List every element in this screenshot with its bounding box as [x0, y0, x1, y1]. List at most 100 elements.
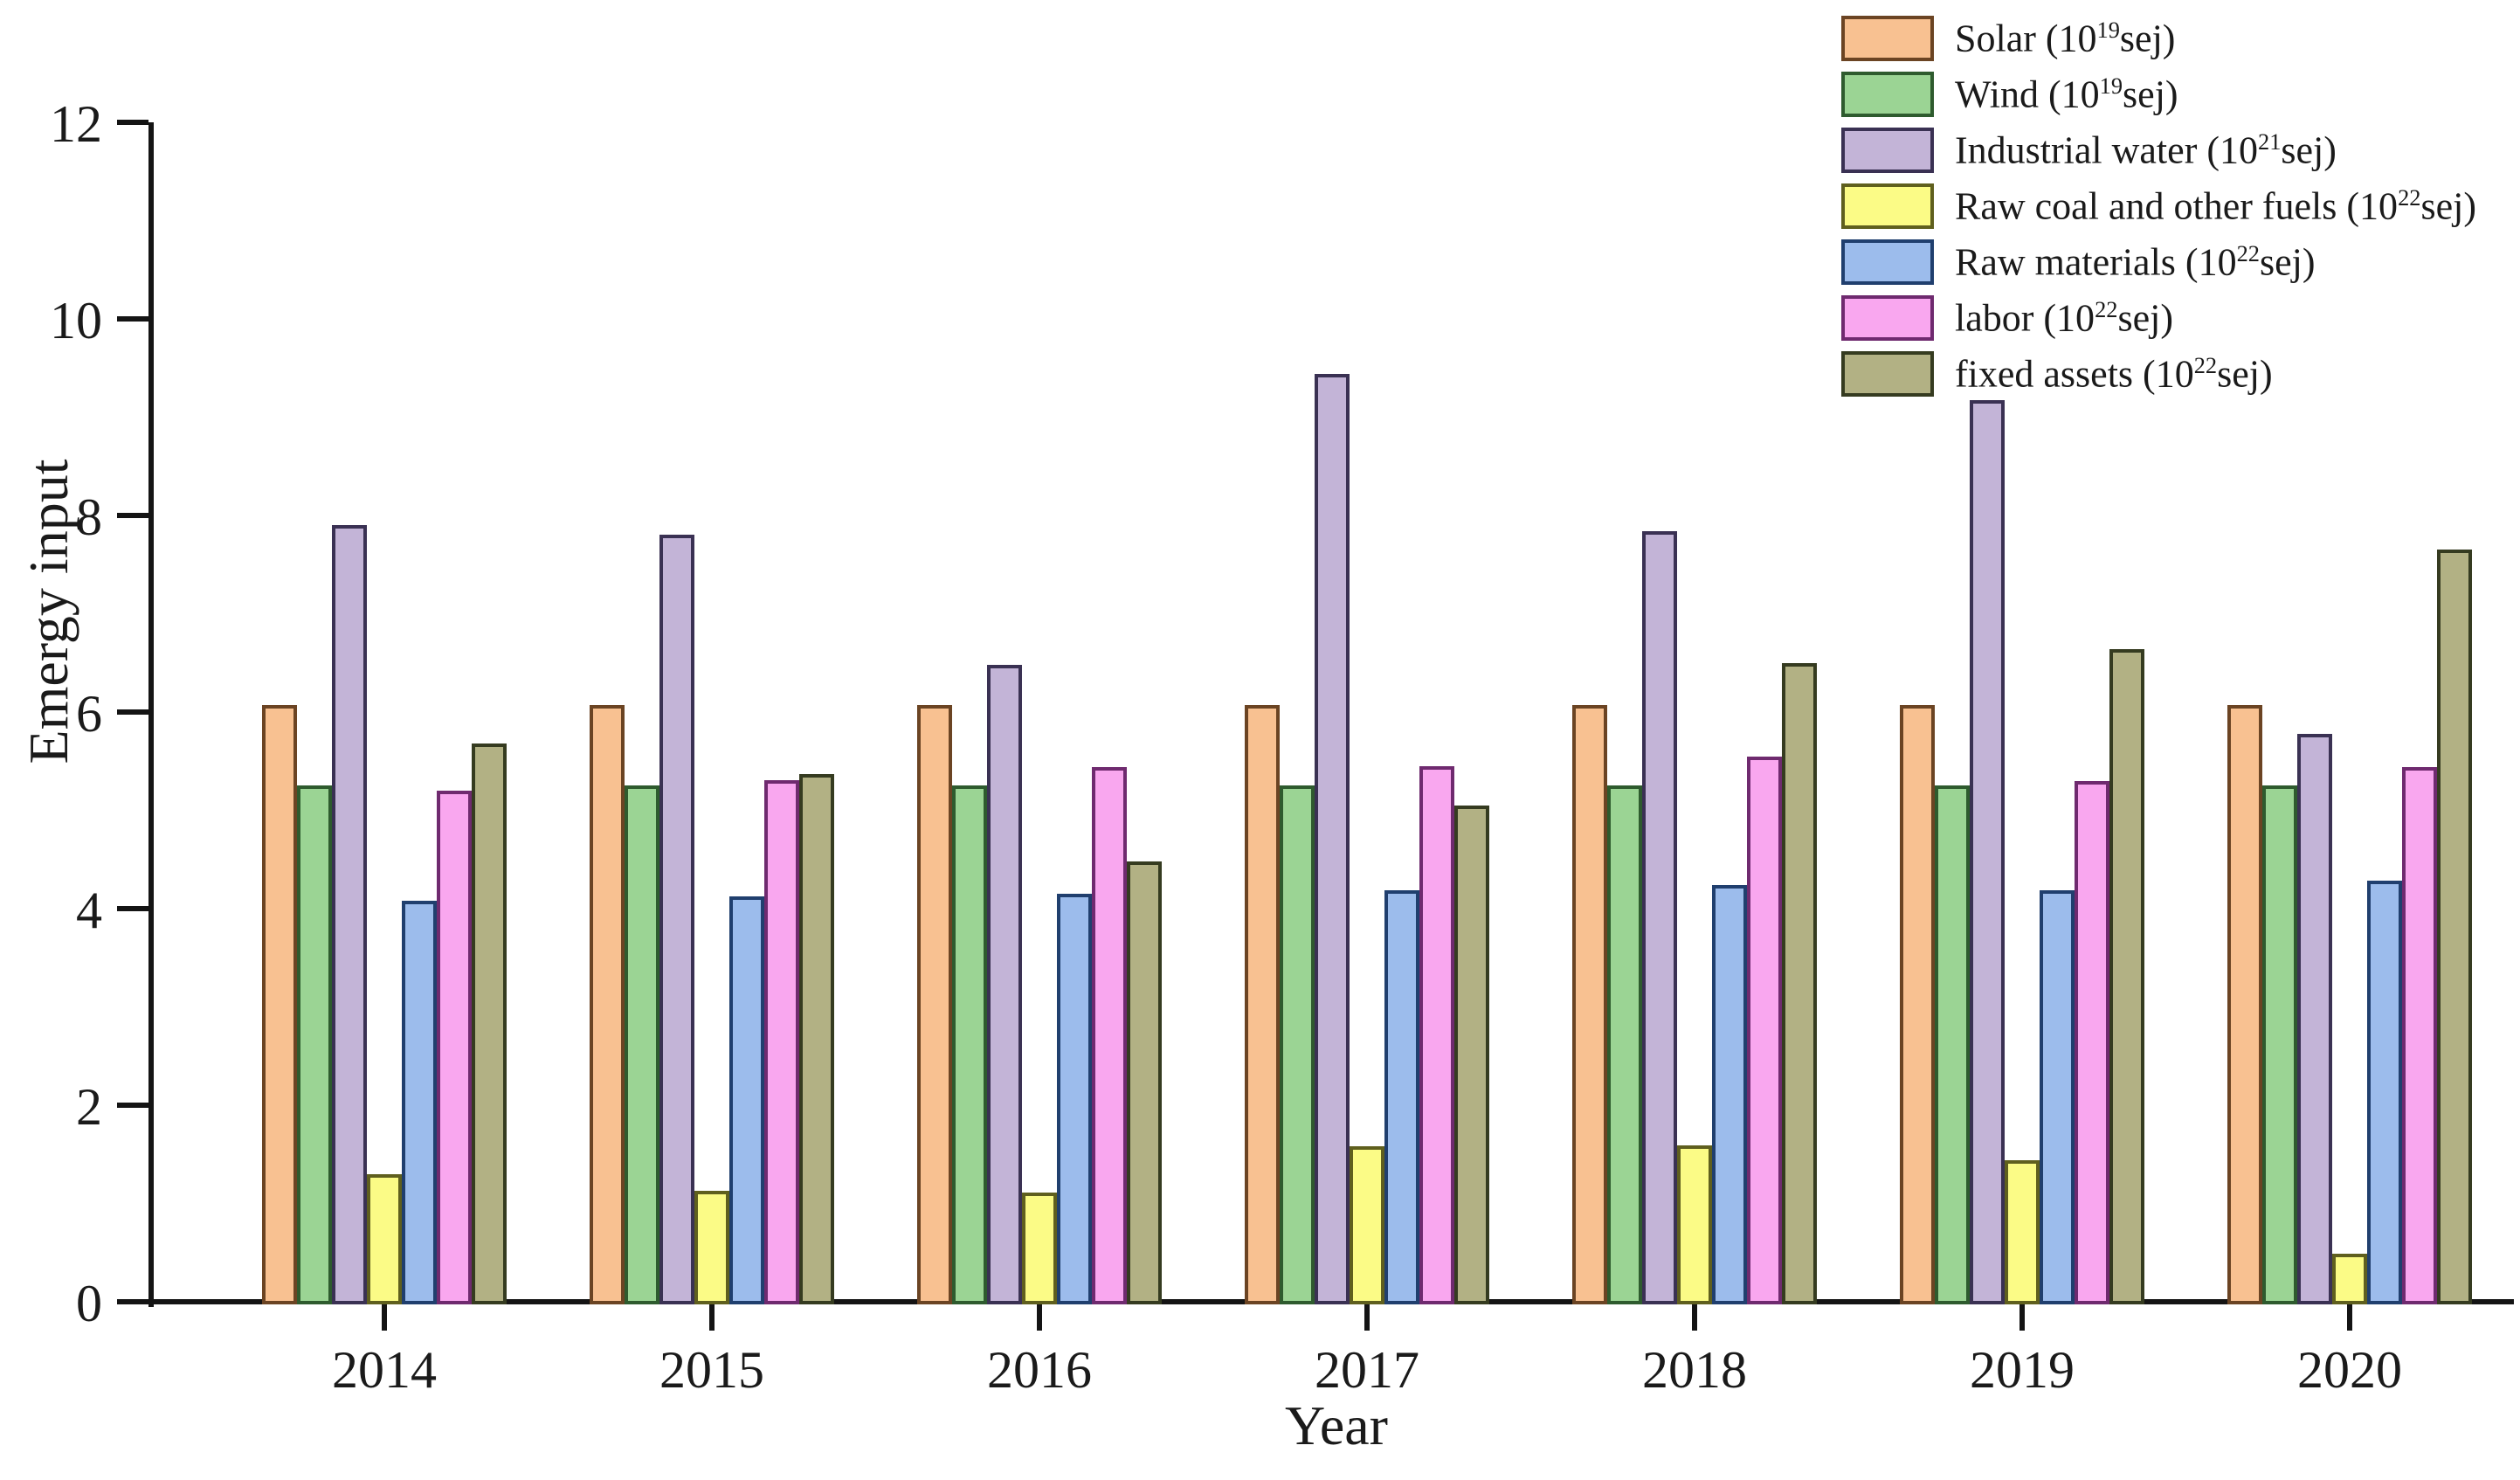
x-tick-label-2019: 2019	[1970, 1341, 2075, 1399]
y-tick-0	[117, 1299, 148, 1304]
bar-wind-2016	[952, 785, 987, 1304]
y-tick-12	[117, 120, 148, 125]
bar-industrial-water-2017	[1315, 374, 1350, 1304]
bar-fixed-assets-2014	[472, 743, 507, 1304]
bar-industrial-water-2015	[659, 535, 694, 1304]
legend-label-labor: labor (1022sej)	[1955, 296, 2173, 340]
legend-label-solar: Solar (1019sej)	[1955, 17, 2176, 60]
bar-wind-2014	[297, 785, 332, 1304]
y-tick-label-6: 6	[76, 685, 102, 743]
bar-raw-coal-and-other-fuels-2018	[1677, 1145, 1712, 1304]
bar-raw-materials-2017	[1384, 890, 1419, 1304]
bar-solar-2019	[1900, 705, 1935, 1304]
bar-fixed-assets-2016	[1127, 861, 1162, 1304]
bar-labor-2014	[437, 791, 472, 1304]
bar-solar-2014	[262, 705, 297, 1304]
x-tick-2017	[1364, 1304, 1370, 1331]
bar-labor-2020	[2402, 767, 2437, 1304]
x-tick-2016	[1037, 1304, 1042, 1331]
legend: Solar (1019sej) Wind (1019sej) Industrial …	[1841, 10, 2476, 402]
bar-wind-2018	[1607, 785, 1642, 1304]
x-tick-label-2020: 2020	[2297, 1341, 2402, 1399]
bar-wind-2019	[1935, 785, 1970, 1304]
y-tick-label-8: 8	[76, 488, 102, 546]
bar-industrial-water-2014	[332, 525, 367, 1304]
bar-raw-materials-2019	[2040, 890, 2075, 1304]
y-tick-6	[117, 709, 148, 715]
bar-fixed-assets-2018	[1782, 663, 1817, 1304]
bar-raw-materials-2014	[402, 901, 437, 1304]
bar-solar-2016	[917, 705, 952, 1304]
x-tick-label-2018: 2018	[1642, 1341, 1747, 1399]
bar-industrial-water-2019	[1970, 400, 2005, 1304]
bar-fixed-assets-2019	[2109, 649, 2144, 1304]
bar-solar-2015	[590, 705, 625, 1304]
legend-swatch-industrial-water	[1841, 128, 1934, 173]
legend-swatch-raw-coal-and-other-fuels	[1841, 183, 1934, 229]
legend-swatch-solar	[1841, 16, 1934, 61]
bar-raw-materials-2015	[729, 896, 764, 1304]
legend-row-fixed-assets: fixed assets (1022sej)	[1841, 346, 2476, 402]
y-axis-title: Emergy input	[17, 459, 79, 764]
legend-row-industrial-water: Industrial water (1021sej)	[1841, 122, 2476, 178]
legend-label-raw-coal-and-other-fuels: Raw coal and other fuels (1022sej)	[1955, 184, 2476, 228]
bar-wind-2017	[1280, 785, 1315, 1304]
x-tick-2019	[2019, 1304, 2025, 1331]
x-tick-2018	[1692, 1304, 1697, 1331]
legend-swatch-labor	[1841, 295, 1934, 341]
bar-fixed-assets-2017	[1454, 806, 1489, 1304]
legend-label-wind: Wind (1019sej)	[1955, 73, 2178, 116]
bar-labor-2018	[1747, 757, 1782, 1304]
legend-row-solar: Solar (1019sej)	[1841, 10, 2476, 66]
legend-swatch-raw-materials	[1841, 239, 1934, 285]
legend-swatch-wind	[1841, 72, 1934, 117]
legend-swatch-fixed-assets	[1841, 351, 1934, 397]
bar-raw-coal-and-other-fuels-2014	[367, 1174, 402, 1304]
bar-labor-2016	[1092, 767, 1127, 1304]
legend-label-fixed-assets: fixed assets (1022sej)	[1955, 352, 2273, 396]
x-tick-2015	[709, 1304, 715, 1331]
bar-labor-2015	[764, 780, 799, 1304]
x-axis-title: Year	[1285, 1394, 1388, 1456]
x-tick-2020	[2347, 1304, 2352, 1331]
bar-labor-2017	[1419, 766, 1454, 1304]
bar-industrial-water-2016	[987, 665, 1022, 1304]
bar-labor-2019	[2075, 781, 2109, 1304]
x-tick-label-2014: 2014	[332, 1341, 437, 1399]
bar-solar-2018	[1572, 705, 1607, 1304]
bar-raw-materials-2018	[1712, 885, 1747, 1304]
bar-solar-2020	[2227, 705, 2262, 1304]
bar-fixed-assets-2015	[799, 774, 834, 1304]
x-tick-label-2015: 2015	[659, 1341, 764, 1399]
y-tick-label-0: 0	[76, 1275, 102, 1332]
y-tick-label-10: 10	[50, 292, 102, 349]
bar-solar-2017	[1245, 705, 1280, 1304]
legend-row-wind: Wind (1019sej)	[1841, 66, 2476, 122]
y-tick-10	[117, 316, 148, 322]
bar-raw-coal-and-other-fuels-2016	[1022, 1193, 1057, 1304]
bar-raw-materials-2016	[1057, 894, 1092, 1304]
bar-industrial-water-2020	[2297, 734, 2332, 1304]
x-tick-label-2017: 2017	[1315, 1341, 1419, 1399]
y-tick-2	[117, 1103, 148, 1108]
bar-wind-2020	[2262, 785, 2297, 1304]
bar-raw-coal-and-other-fuels-2017	[1350, 1146, 1384, 1304]
x-tick-label-2016: 2016	[987, 1341, 1092, 1399]
y-tick-label-2: 2	[76, 1078, 102, 1136]
bar-fixed-assets-2020	[2437, 550, 2472, 1304]
legend-row-raw-materials: Raw materials (1022sej)	[1841, 234, 2476, 290]
bar-wind-2015	[625, 785, 659, 1304]
bar-raw-coal-and-other-fuels-2015	[694, 1191, 729, 1304]
bar-raw-coal-and-other-fuels-2019	[2005, 1160, 2040, 1304]
legend-row-raw-coal-and-other-fuels: Raw coal and other fuels (1022sej)	[1841, 178, 2476, 234]
bar-raw-materials-2020	[2367, 881, 2402, 1304]
y-axis-line	[148, 122, 154, 1307]
bar-industrial-water-2018	[1642, 531, 1677, 1304]
legend-label-raw-materials: Raw materials (1022sej)	[1955, 240, 2316, 284]
y-tick-8	[117, 513, 148, 518]
y-tick-4	[117, 906, 148, 911]
bar-raw-coal-and-other-fuels-2020	[2332, 1254, 2367, 1304]
legend-row-labor: labor (1022sej)	[1841, 290, 2476, 346]
x-tick-2014	[382, 1304, 387, 1331]
